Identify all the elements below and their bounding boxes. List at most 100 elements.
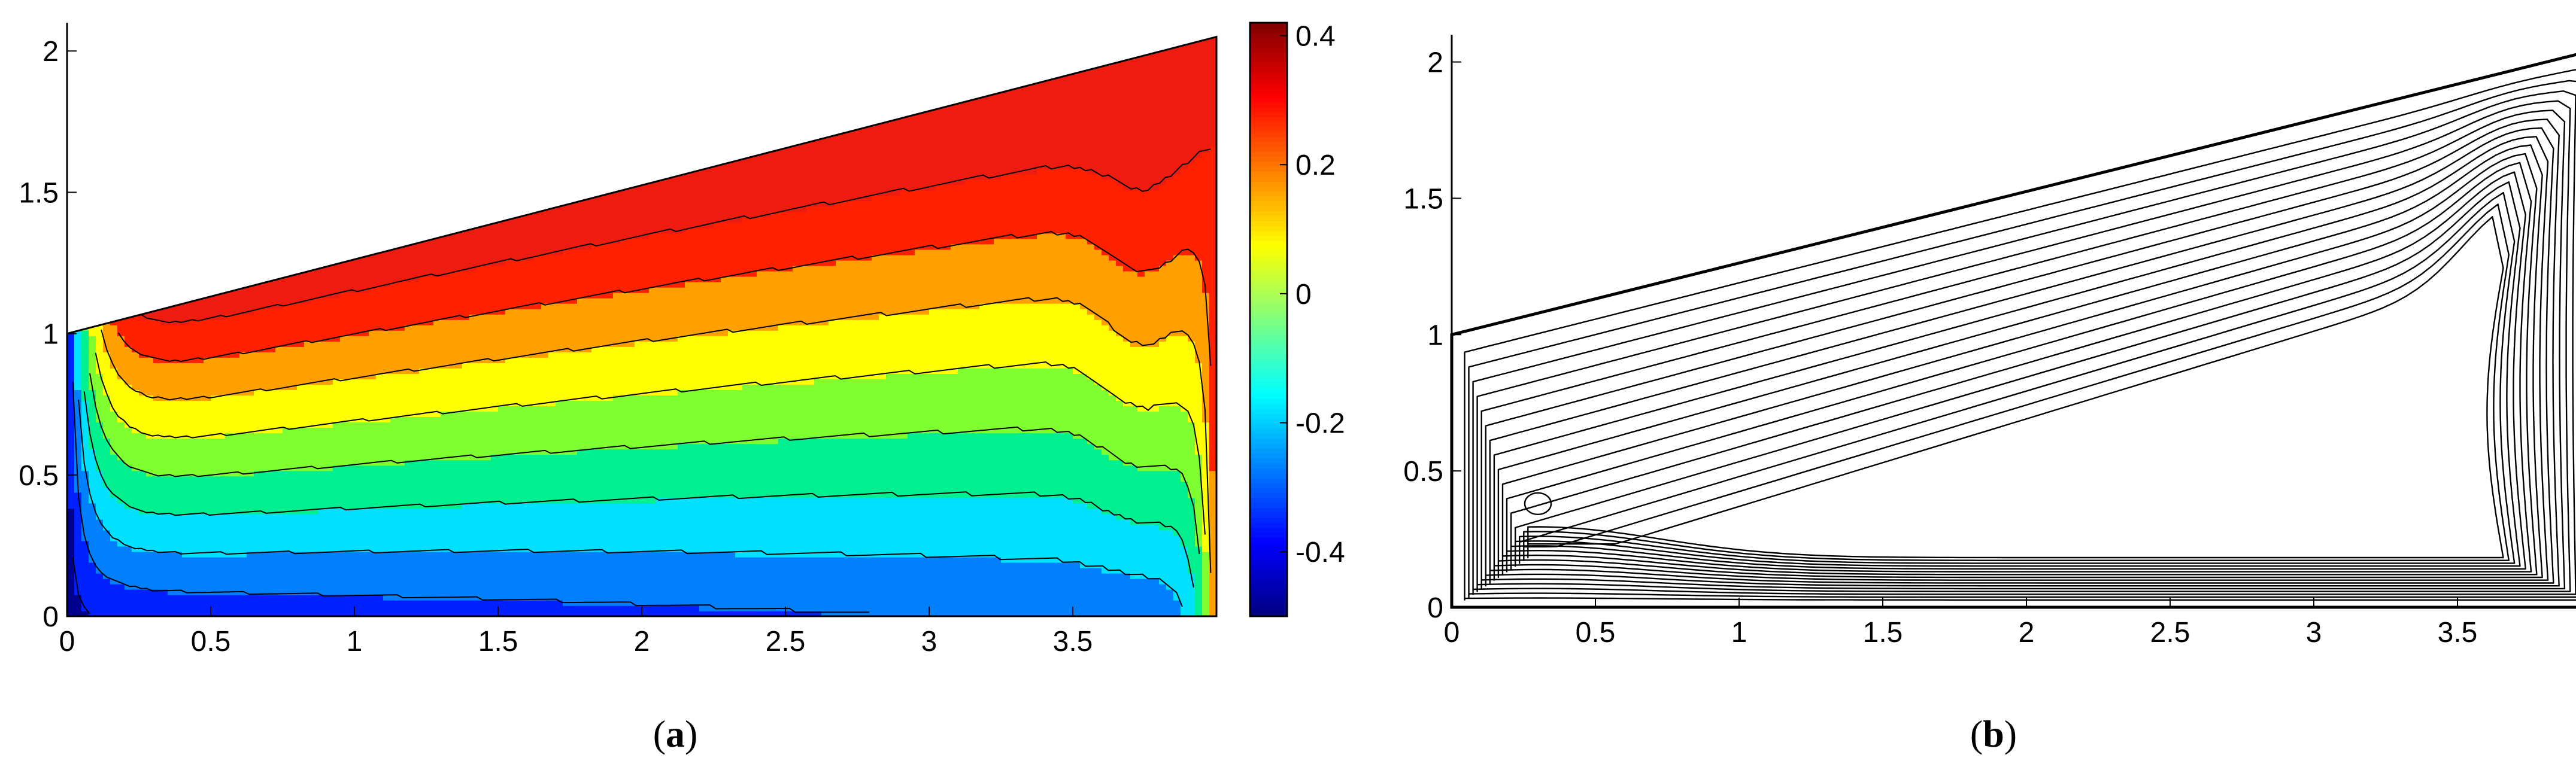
contour-cell [103,260,111,266]
contour-cell [225,157,233,164]
contour-cell [89,28,96,34]
contour-cell [376,427,384,434]
contour-cell [369,465,377,471]
contour-cell [117,104,125,110]
contour-cell [218,50,226,56]
contour-cell [81,352,89,358]
contour-cell [153,157,161,164]
contour-cell [89,459,96,466]
contour-cell [103,104,111,110]
contour-cell [347,82,355,88]
contour-cell [225,476,233,482]
contour-cell [168,147,175,153]
contour-cell [132,416,139,423]
contour-cell [175,476,183,482]
contour-cell [125,540,132,547]
contour-cell [311,524,319,531]
contour-cell [89,157,96,164]
contour-cell [175,244,183,250]
contour-cell [369,519,377,525]
contour-cell [290,519,298,525]
contour-cell [225,529,233,536]
contour-cell [211,459,219,466]
contour-cell [196,454,204,461]
contour-cell [239,373,247,379]
contour-cell [340,379,348,385]
contour-cell [81,336,89,342]
contour-cell [67,195,75,202]
contour-cell [211,309,219,315]
contour-cell [333,551,341,558]
contour-cell [139,206,147,212]
contour-cell [146,465,154,471]
contour-cell [261,60,269,66]
contour-cell [376,535,384,541]
contour-cell [232,594,240,601]
contour-cell [117,265,125,272]
contour-cell [139,36,147,39]
contour-cell [340,292,348,299]
contour-cell [110,60,118,66]
contour-cell [89,141,96,148]
contour-cell [275,529,283,536]
contour-cell [218,206,226,212]
contour-cell [376,217,384,223]
contour-cell [89,66,96,72]
contour-cell [311,357,319,363]
contour-cell [175,508,183,515]
contour-cell [383,50,391,56]
contour-cell [204,611,211,617]
contour-cell [261,589,269,595]
contour-cell [89,433,96,439]
contour-cell [204,594,211,601]
contour-cell [268,481,276,488]
contour-cell [117,238,125,245]
contour-cell [362,281,369,288]
contour-cell [369,470,377,477]
contour-cell [275,411,283,418]
contour-cell [132,190,139,196]
contour-cell [67,519,75,525]
contour-cell [175,222,183,229]
contour-cell [103,287,111,293]
contour-cell [347,562,355,568]
contour-cell [383,416,391,423]
contour-cell [125,125,132,132]
contour-cell [96,492,104,498]
contour-cell [347,168,355,175]
contour-cell [175,556,183,563]
contour-cell [125,556,132,563]
contour-cell [232,125,240,132]
contour-cell [290,281,298,288]
contour-cell [290,513,298,520]
contour-cell [146,476,154,482]
contour-cell [268,556,276,563]
contour-cell [168,529,175,536]
contour-cell [110,206,118,212]
contour-cell [175,82,183,88]
contour-cell [153,276,161,282]
contour-cell [175,352,183,358]
contour-cell [117,503,125,509]
contour-cell [103,400,111,407]
contour-cell [390,611,398,617]
contour-cell [110,319,118,325]
contour-cell [311,433,319,439]
contour-cell [333,546,341,552]
contour-cell [376,400,384,407]
contour-cell [268,184,276,191]
contour-cell [326,529,333,536]
contour-cell [261,50,269,56]
contour-cell [347,93,355,99]
contour-cell [318,389,326,395]
contour-cell [146,77,154,83]
contour-cell [275,551,283,558]
contour-cell [103,497,111,504]
contour-cell [117,319,125,325]
contour-cell [239,368,247,374]
contour-cell [189,157,197,164]
contour-cell [362,411,369,418]
contour-cell [290,368,298,374]
contour-cell [189,125,197,132]
contour-cell [139,400,147,407]
